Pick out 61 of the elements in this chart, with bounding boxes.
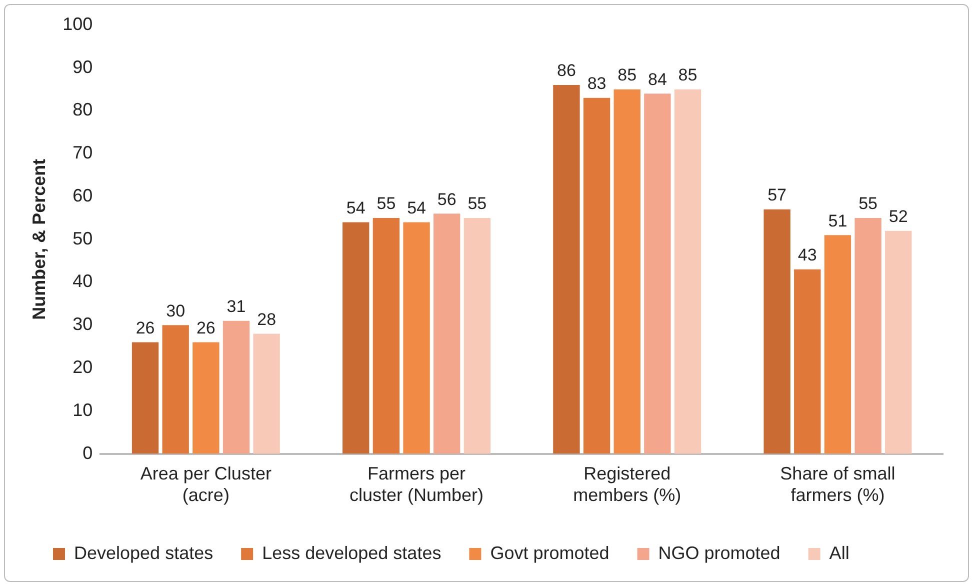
data-label: 84 xyxy=(648,70,667,89)
data-label: 30 xyxy=(166,301,186,320)
data-label: 28 xyxy=(257,310,276,329)
x-tick-label: Registered members (%) xyxy=(573,464,682,506)
bar xyxy=(885,230,912,454)
y-tick-label: 60 xyxy=(72,185,93,206)
data-label: 26 xyxy=(136,318,155,338)
bar xyxy=(764,209,790,454)
legend-label: Govt promoted xyxy=(490,542,610,563)
legend-label: Less developed states xyxy=(262,542,442,563)
data-label: 26 xyxy=(196,318,216,338)
data-label: 55 xyxy=(468,194,487,214)
bar xyxy=(854,218,882,454)
y-tick-label: 100 xyxy=(62,14,93,34)
bar xyxy=(342,222,370,454)
y-tick-label: 40 xyxy=(72,271,93,292)
bar xyxy=(372,218,400,454)
data-label: 31 xyxy=(226,297,246,316)
data-label: 85 xyxy=(618,66,637,85)
bar xyxy=(614,89,640,454)
x-tick-label: Farmers per cluster (Number) xyxy=(350,464,484,506)
data-label: 43 xyxy=(798,246,817,265)
bar xyxy=(192,342,220,454)
y-axis-title: Number, & Percent xyxy=(28,158,49,320)
data-label: 86 xyxy=(557,61,576,80)
bar xyxy=(162,325,189,454)
bar xyxy=(253,334,280,454)
bar xyxy=(222,320,250,454)
data-label: 55 xyxy=(376,194,396,214)
data-label: 83 xyxy=(587,74,606,94)
data-label: 51 xyxy=(828,211,848,230)
legend-label: All xyxy=(829,542,850,563)
y-tick-label: 30 xyxy=(72,314,93,334)
data-label: 56 xyxy=(437,190,456,209)
legend-label: NGO promoted xyxy=(658,542,780,563)
bar xyxy=(583,98,610,454)
data-label: 54 xyxy=(346,198,366,218)
data-label: 54 xyxy=(407,198,426,218)
y-tick-label: 10 xyxy=(72,400,93,420)
legend-label: Developed states xyxy=(74,542,214,563)
y-tick-label: 20 xyxy=(72,357,93,378)
bar xyxy=(553,85,580,454)
y-tick-label: 50 xyxy=(72,228,93,248)
y-tick-label: 70 xyxy=(72,142,93,163)
bar xyxy=(464,218,491,454)
bar xyxy=(434,214,460,454)
y-tick-label: 0 xyxy=(82,442,93,463)
bar xyxy=(824,235,852,454)
bar xyxy=(794,269,821,454)
bar xyxy=(674,89,702,454)
bar xyxy=(403,222,430,454)
data-label: 55 xyxy=(858,194,878,214)
data-label: 52 xyxy=(888,207,908,226)
bar xyxy=(132,342,159,454)
y-tick-label: 90 xyxy=(72,56,93,77)
x-tick-label: Share of small farmers (%) xyxy=(780,464,896,506)
data-label: 57 xyxy=(768,186,787,205)
bar xyxy=(644,94,671,454)
y-tick-label: 80 xyxy=(72,100,93,120)
x-tick-label: Area per Cluster (acre) xyxy=(140,464,272,506)
data-label: 85 xyxy=(678,66,698,85)
